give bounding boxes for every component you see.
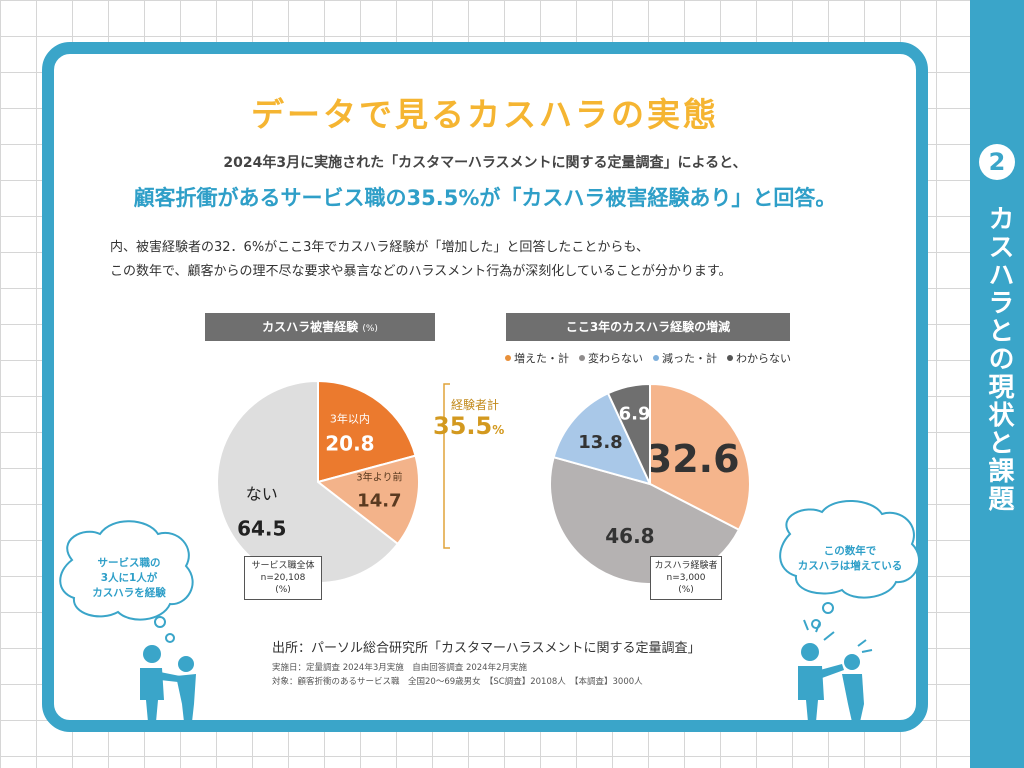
thought-dot xyxy=(154,616,166,628)
thought-dot xyxy=(822,602,834,614)
legend-label: 減った・計 xyxy=(662,352,717,365)
lead-text: 2024年3月に実施された「カスタマーハラスメントに関する定量調査」によると、 xyxy=(223,155,747,171)
chart2-slice xyxy=(649,382,751,532)
chart1-sample-note: サービス職全体 n=20,108 (%) xyxy=(244,556,322,600)
source-date: 実施日：定量調査 2024年3月実施 自由回答調査 2024年2月実施 xyxy=(272,663,527,673)
content-card xyxy=(42,42,928,732)
chart1-slice-value: 14.7 xyxy=(357,490,401,511)
body-text-line-1: 内、被害経験者の32．6%がここ3年でカスハラ経験が「増加した」と回答したことか… xyxy=(110,240,650,255)
thought-dot xyxy=(165,633,175,643)
person-right-icon xyxy=(176,656,196,722)
experience-total-label: 経験者計 xyxy=(451,398,500,412)
bubble-right-line: この数年で xyxy=(823,545,877,557)
person-distressed-icon xyxy=(842,639,873,722)
chart2-slice xyxy=(552,391,652,486)
chart1-header: カスハラ被害経験 (%) xyxy=(205,313,435,341)
legend-swatch xyxy=(579,355,585,361)
person-angry-icon xyxy=(798,619,844,722)
chart2-slice-value: 46.8 xyxy=(605,524,654,548)
legend-item: 減った・計 xyxy=(653,350,717,366)
thought-bubble-left xyxy=(59,520,194,621)
chart1-slice-name: 3年より前 xyxy=(356,470,402,483)
bubble-left-text: サービス職の 3人に1人が カスハラを経験 xyxy=(70,556,188,601)
chart1-slice-value: 20.8 xyxy=(325,431,374,455)
experience-total-bracket xyxy=(443,383,450,549)
chart2-slice xyxy=(606,382,651,485)
experience-total-number: 35.5 xyxy=(433,412,493,440)
legend-item: わからない xyxy=(727,350,791,366)
legend-label: 増えた・計 xyxy=(514,352,569,365)
person-left-icon xyxy=(140,645,180,722)
legend-label: わからない xyxy=(736,352,791,365)
chart1-note-line: サービス職全体 xyxy=(251,561,315,571)
source-citation: 出所：パーソル総合研究所「カスタマーハラスメントに関する定量調査」 xyxy=(272,641,701,656)
chart2-note-line: n=3,000 xyxy=(666,573,706,583)
legend-swatch xyxy=(653,355,659,361)
chart1-note-line: n=20,108 xyxy=(260,573,306,583)
chart2-note-line: (%) xyxy=(678,585,694,595)
chart2-slice-value: 6.9 xyxy=(619,404,651,425)
chart2-header: ここ3年のカスハラ経験の増減 xyxy=(506,313,790,341)
section-label: カスハラとの現状と課題 xyxy=(984,205,1014,513)
legend-label: 変わらない xyxy=(588,352,643,365)
chart1-header-title: カスハラ被害経験 xyxy=(262,320,359,334)
chart1-slice xyxy=(315,454,420,546)
section-number-badge: 2 xyxy=(979,144,1015,180)
experience-total-unit: % xyxy=(492,423,505,437)
body-text-line-2: この数年で、顧客からの理不尽な要求や暴言などのハラスメント行為が深刻化しているこ… xyxy=(110,264,732,279)
thought-bubble-right xyxy=(779,499,920,599)
headline-finding: 顧客折衝があるサービス職の35.5%が「カスハラ被害経験あり」と回答。 xyxy=(133,186,837,210)
bubble-left-line: サービス職の xyxy=(97,557,161,569)
bubble-left-line: 3人に1人が xyxy=(100,572,158,584)
bubble-right-line: カスハラは増えている xyxy=(797,560,903,572)
chart2-legend: 増えた・計 変わらない 減った・計 わからない xyxy=(505,350,805,366)
chart1-slice xyxy=(317,379,417,484)
legend-swatch xyxy=(727,355,733,361)
chart1-header-unit: (%) xyxy=(362,324,378,334)
chart1-slice xyxy=(216,379,400,584)
experience-total-value: 35.5% xyxy=(433,412,504,440)
chart1-note-line: (%) xyxy=(275,585,291,595)
legend-item: 増えた・計 xyxy=(505,350,569,366)
chart1-slice-name: ない xyxy=(246,485,278,504)
section-tab xyxy=(970,0,1024,768)
bubble-left-line: カスハラを経験 xyxy=(92,587,166,599)
chart1-slice-name: 3年以内 xyxy=(330,411,370,425)
chart2-note-line: カスハラ経験者 xyxy=(654,561,718,571)
legend-item: 変わらない xyxy=(579,350,643,366)
chart2-sample-note: カスハラ経験者 n=3,000 (%) xyxy=(650,556,722,600)
page-title: データで見るカスハラの実態 xyxy=(251,95,719,134)
chart2-slice-value: 13.8 xyxy=(578,432,622,453)
chart2-slice-value: 32.6 xyxy=(646,437,740,481)
bubble-right-text: この数年で カスハラは増えている xyxy=(784,544,916,574)
chart1-slice-value: 64.5 xyxy=(237,517,286,541)
source-target: 対象：顧客折衝のあるサービス職 全国20～69歳男女 【SC調査】20108人 … xyxy=(272,677,643,687)
legend-swatch xyxy=(505,355,511,361)
